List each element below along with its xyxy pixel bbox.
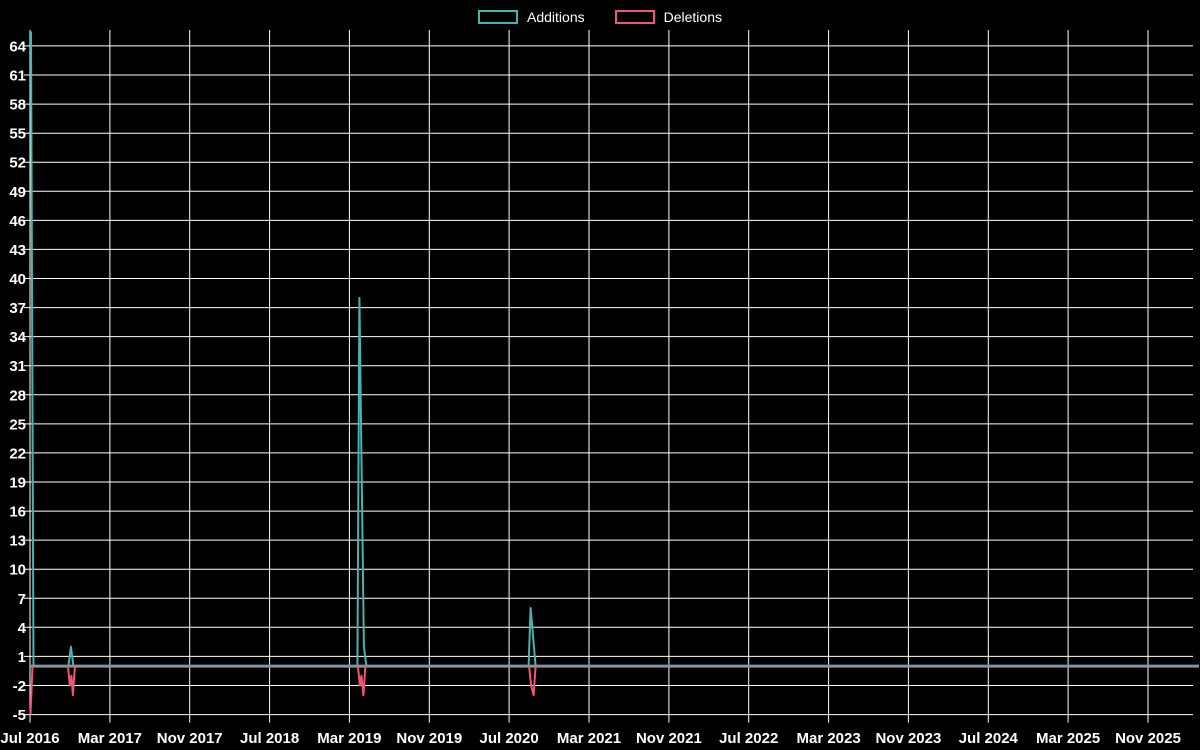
deletions-swatch-icon	[614, 10, 655, 24]
y-tick-label: 31	[9, 358, 26, 375]
series-deletions	[29, 665, 537, 715]
additions-spike	[30, 31, 35, 667]
x-tick-label: Nov 2019	[396, 730, 462, 747]
y-tick-label: 7	[18, 591, 26, 608]
x-tick-label: Jul 2018	[240, 730, 299, 747]
y-tick-label: 58	[9, 97, 26, 114]
legend-item-additions[interactable]: Additions	[478, 9, 585, 25]
y-tick-label: 43	[9, 242, 26, 259]
deletions-spike	[528, 665, 537, 697]
additions-spike	[67, 645, 75, 667]
x-tick-label: Mar 2023	[796, 730, 860, 747]
additions-swatch-icon	[478, 10, 519, 24]
x-tick-label: Nov 2025	[1115, 730, 1181, 747]
x-tick-label: Jul 2020	[479, 730, 538, 747]
y-tick-label: 16	[9, 504, 26, 521]
y-tick-label: 61	[9, 68, 26, 85]
x-tick-label: Jul 2016	[0, 730, 59, 747]
legend-label-deletions: Deletions	[663, 9, 722, 25]
x-tick-label: Mar 2019	[317, 730, 381, 747]
y-tick-label: 55	[9, 126, 26, 143]
x-tick-label: Mar 2017	[78, 730, 142, 747]
x-tick-label: Nov 2017	[157, 730, 223, 747]
y-tick-label: 49	[9, 184, 26, 201]
y-tick-label: 19	[9, 475, 26, 492]
series-additions	[30, 31, 537, 667]
y-tick-label: -5	[13, 707, 26, 724]
y-tick-label: 64	[9, 38, 26, 55]
x-tick-label: Nov 2021	[636, 730, 702, 747]
x-tick-label: Mar 2021	[557, 730, 621, 747]
x-tick-label: Jul 2022	[719, 730, 778, 747]
x-tick-label: Mar 2025	[1036, 730, 1100, 747]
x-tick-label: Nov 2023	[875, 730, 941, 747]
deletions-spike	[29, 666, 34, 715]
y-tick-label: 1	[18, 649, 26, 666]
y-tick-label: 28	[9, 387, 26, 404]
additions-spike	[356, 296, 368, 667]
deletions-spike	[356, 665, 367, 697]
y-tick-label: 10	[9, 562, 26, 579]
y-tick-label: -2	[13, 678, 26, 695]
deletions-spike	[66, 665, 76, 697]
y-tick-label: 4	[18, 620, 27, 637]
y-tick-label: 22	[9, 445, 26, 462]
legend-label-additions: Additions	[527, 9, 585, 25]
y-tick-label: 52	[9, 155, 26, 172]
gridlines	[24, 30, 1193, 723]
y-tick-label: 37	[9, 300, 26, 317]
y-tick-label: 25	[9, 416, 26, 433]
y-tick-label: 46	[9, 213, 26, 230]
chart-legend: Additions Deletions	[0, 9, 1200, 25]
additions-spike	[527, 607, 537, 667]
axis-labels: 64 61 58 55 52 49 46 43 40 37 34 31 28 25 22 19 16 13 10 7 4…	[0, 38, 1181, 747]
y-tick-label: 34	[9, 329, 26, 346]
y-tick-label: 40	[9, 271, 26, 288]
legend-item-deletions[interactable]: Deletions	[614, 9, 722, 25]
y-tick-label: 13	[9, 533, 26, 550]
x-tick-label: Jul 2024	[959, 730, 1019, 747]
